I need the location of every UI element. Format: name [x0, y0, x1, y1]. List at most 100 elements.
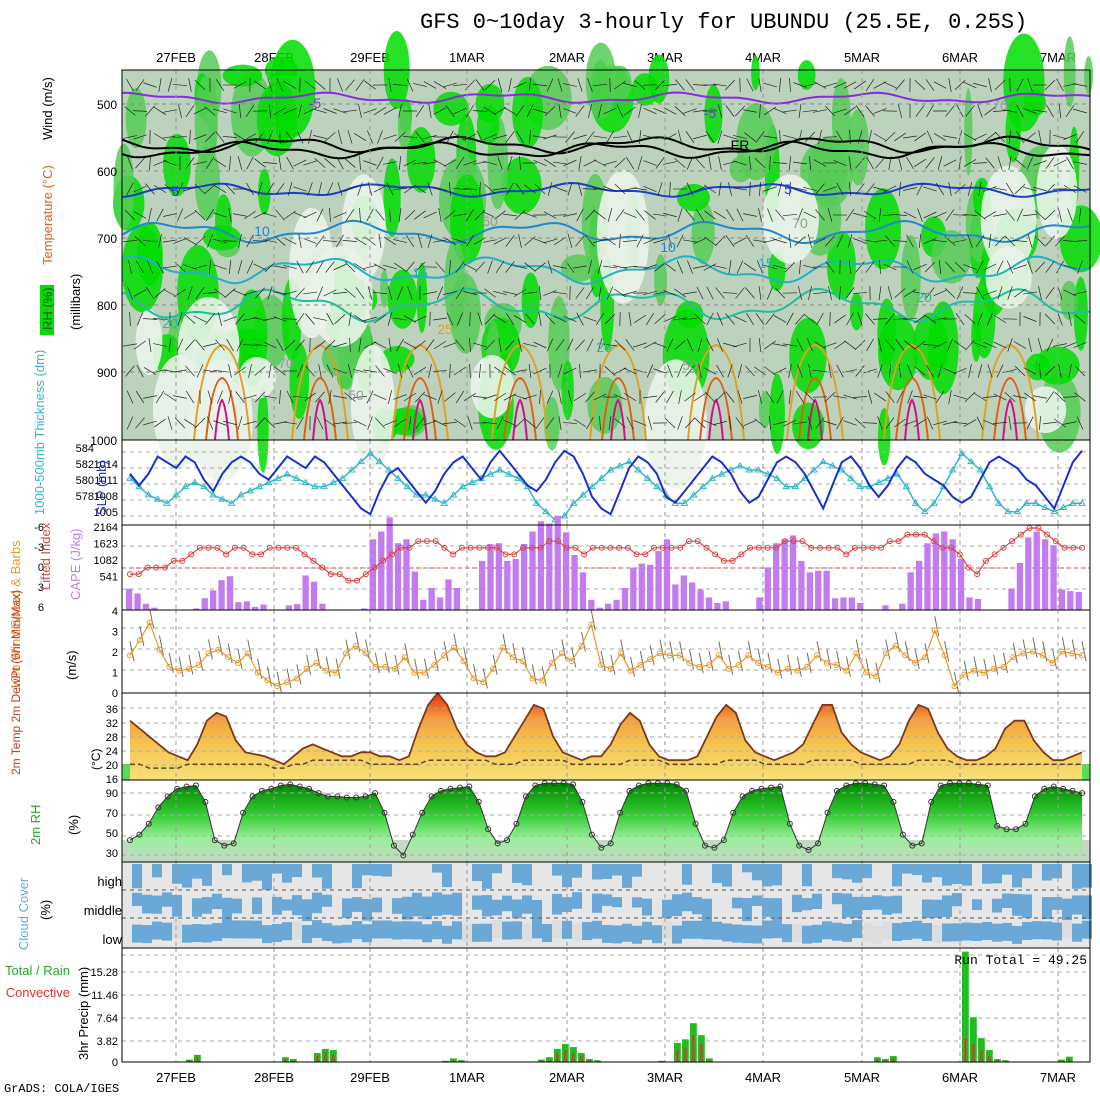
- wind-barb-10m: [423, 658, 429, 679]
- wind-barb: [855, 183, 865, 195]
- precip-conv-bar: [548, 1059, 551, 1062]
- li-point: [1017, 531, 1024, 538]
- cloud-high-bar: [172, 864, 182, 884]
- wind-barb: [342, 422, 358, 424]
- wind-barb: [666, 390, 674, 404]
- wind-barb: [534, 262, 546, 272]
- cloud-low-bar: [932, 925, 942, 944]
- wind-barb: [585, 209, 595, 221]
- wind-barb: [414, 340, 426, 350]
- li-point: [397, 544, 404, 551]
- wind-barb: [337, 78, 343, 92]
- pressure-tick: 600: [97, 165, 117, 179]
- wind-barb: [997, 286, 1003, 300]
- run-total-label: Run Total = 49.25: [954, 953, 1087, 968]
- wind-barb: [754, 418, 766, 428]
- cape-bar: [663, 539, 671, 610]
- wind-barb: [813, 81, 827, 89]
- wind-barb: [922, 344, 938, 346]
- wind-barb: [1007, 286, 1013, 300]
- thickness-point: [357, 457, 365, 465]
- wind-barb: [992, 110, 1008, 112]
- wind-barb: [635, 209, 645, 221]
- wind-barb: [296, 130, 304, 144]
- wind-barb: [254, 80, 266, 90]
- wind-barb: [443, 421, 457, 425]
- wind-barb: [347, 364, 353, 378]
- wind-barb: [892, 240, 908, 242]
- wind-barb: [323, 289, 337, 297]
- wind-barb: [476, 130, 484, 144]
- wind-barb: [903, 317, 917, 321]
- rh-area: [130, 783, 1082, 862]
- wind-barb: [388, 338, 392, 352]
- wind10-point: [1029, 648, 1036, 655]
- wind-barb: [892, 214, 908, 216]
- wind-barb: [628, 312, 632, 326]
- wind-barb: [183, 211, 197, 219]
- cloud-high-bar: [132, 864, 142, 889]
- wind-barb-10m: [698, 652, 704, 673]
- wind-barb: [663, 107, 677, 115]
- wind-barb: [158, 234, 162, 248]
- cloud-low-bar: [492, 920, 502, 939]
- wind-barb: [725, 313, 735, 325]
- cloud-low-bar: [832, 922, 842, 941]
- wind-barb: [616, 104, 624, 118]
- li-tick: 6: [38, 602, 44, 614]
- wind-barb: [1028, 338, 1032, 352]
- cape-bar: [655, 551, 662, 610]
- wind-barb: [1033, 160, 1047, 166]
- cloud-low-bar: [702, 921, 712, 940]
- wind-barb: [449, 259, 451, 275]
- wind-barb: [965, 105, 975, 117]
- temp-tick: 36: [106, 704, 118, 716]
- rh-legend-swatch: [40, 285, 54, 335]
- li-point: [607, 544, 614, 551]
- wind-barb: [143, 395, 157, 399]
- thickness-point: [301, 478, 310, 485]
- cloud-high-bar: [892, 864, 902, 887]
- wind-barb: [788, 364, 792, 378]
- wind-barb: [854, 418, 866, 428]
- wind-barb: [236, 338, 244, 352]
- cloud-high-bar: [1082, 864, 1092, 888]
- wind-barb: [987, 364, 993, 378]
- wind-barb: [358, 338, 362, 352]
- cloud-middle-bar: [802, 898, 812, 911]
- precip-conv-bar: [700, 1044, 703, 1062]
- thickness-point: [736, 461, 744, 469]
- wind10-point: [136, 636, 143, 643]
- cloud-middle-bar: [342, 898, 352, 918]
- wind-barb: [623, 290, 637, 296]
- wind-barb: [1006, 182, 1014, 196]
- cape-bar: [361, 608, 368, 610]
- rh-point: [400, 852, 407, 859]
- thickness-point: [634, 466, 643, 473]
- wind-barb: [217, 312, 223, 326]
- wind-barb: [143, 367, 157, 375]
- wind-barb: [923, 211, 937, 219]
- rh-point: [202, 798, 209, 805]
- wind-barb: [283, 237, 297, 245]
- wind-barb: [1034, 210, 1046, 220]
- wind-barb: [749, 181, 751, 197]
- wind-barb: [293, 159, 307, 167]
- wind-barb: [233, 213, 247, 217]
- wind-barb: [578, 156, 582, 170]
- thickness-point: [930, 499, 939, 506]
- wind-barb: [706, 286, 714, 300]
- cape-bar: [310, 581, 318, 610]
- wind-barb-10m: [787, 654, 793, 675]
- rh-point: [324, 793, 331, 800]
- wind-barb: [224, 183, 236, 195]
- wind-barb: [493, 392, 507, 402]
- wind-barb: [393, 317, 407, 321]
- wind-barb: [263, 395, 277, 399]
- wind-barb: [455, 286, 465, 300]
- thickness-point: [440, 499, 449, 506]
- wind-barb: [373, 106, 387, 116]
- wind10-point: [578, 642, 585, 649]
- cape-bar: [218, 580, 225, 610]
- wind-barb: [483, 211, 497, 219]
